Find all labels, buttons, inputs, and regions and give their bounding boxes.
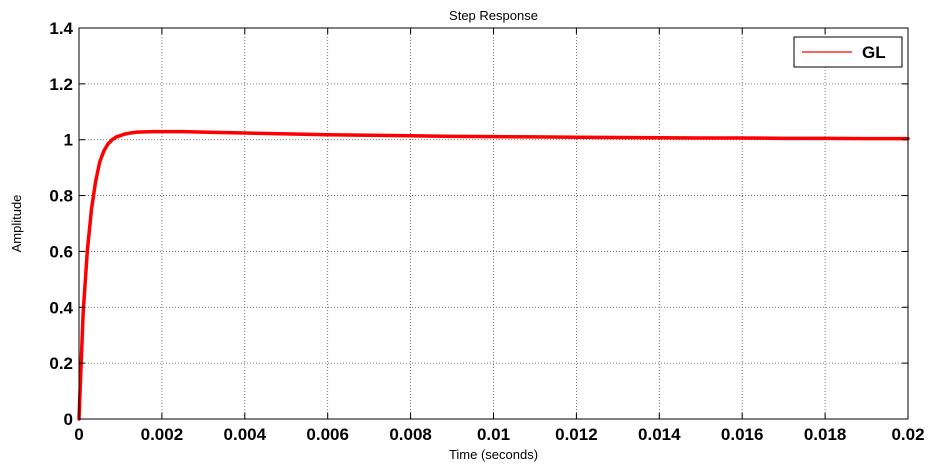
y-tick-label: 0.6 <box>49 242 73 261</box>
x-tick-label: 0.02 <box>891 425 924 444</box>
y-tick-label: 1 <box>64 131 73 150</box>
y-tick-label: 0.2 <box>49 354 73 373</box>
x-tick-label: 0.012 <box>555 425 598 444</box>
series-line-gl <box>77 129 910 421</box>
legend: GL <box>793 36 903 68</box>
x-tick-label: 0.006 <box>306 425 349 444</box>
x-tick-label: 0.01 <box>477 425 510 444</box>
legend-label-gl: GL <box>862 43 886 62</box>
chart-title: Step Response <box>449 8 538 23</box>
y-tick-label: 0 <box>64 410 73 429</box>
x-tick-label: 0.014 <box>638 425 681 444</box>
x-tick-labels: 0 0.002 0.004 0.006 0.008 0.01 0.012 0.014 0.016… <box>74 425 924 444</box>
plot-series <box>77 129 910 421</box>
y-tick-labels: 0 0.2 0.4 0.6 0.8 1 1.2 1.4 <box>49 19 73 429</box>
x-tick-label: 0.004 <box>224 425 267 444</box>
axis-ticks <box>78 27 909 420</box>
x-tick-label: 0.008 <box>389 425 432 444</box>
y-tick-label: 0.4 <box>49 298 73 317</box>
x-tick-label: 0.016 <box>721 425 764 444</box>
x-tick-label: 0.002 <box>141 425 184 444</box>
x-axis-label: Time (seconds) <box>449 447 538 462</box>
y-tick-label: 0.8 <box>49 187 73 206</box>
y-tick-label: 1.2 <box>49 75 73 94</box>
x-tick-label: 0 <box>74 425 83 444</box>
y-axis-label: Amplitude <box>9 195 24 253</box>
y-tick-label: 1.4 <box>49 19 73 38</box>
x-tick-label: 0.018 <box>804 425 847 444</box>
grid <box>79 28 908 419</box>
